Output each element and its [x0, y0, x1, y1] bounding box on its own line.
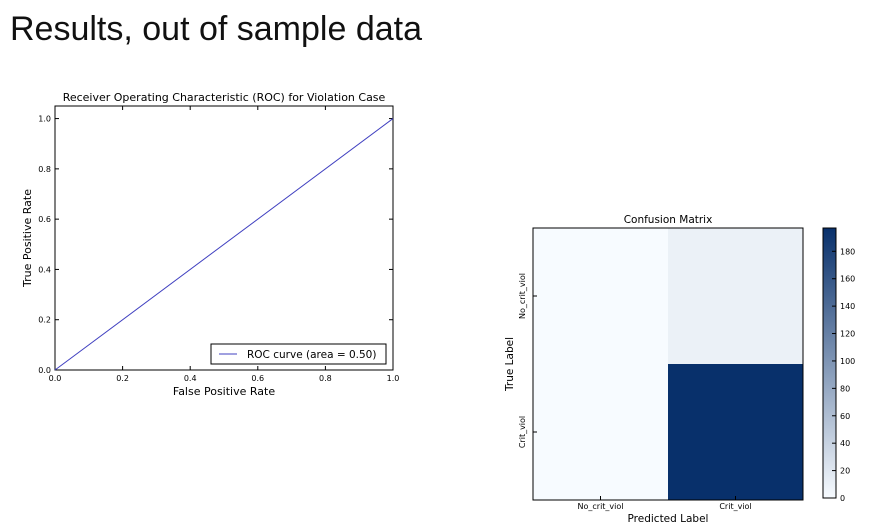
- roc-y-tick-label: 0.0: [38, 366, 51, 375]
- roc-chart-title: Receiver Operating Characteristic (ROC) …: [63, 91, 386, 104]
- roc-x-tick-label: 0.6: [251, 374, 264, 383]
- roc-legend-label: ROC curve (area = 0.50): [247, 349, 376, 361]
- roc-y-tick-label: 1.0: [38, 115, 51, 124]
- confusion-matrix-ticks: No_crit_viol Crit_viol No_crit_viol Crit_vi…: [518, 273, 752, 511]
- confusion-matrix-cell: [668, 228, 803, 364]
- roc-x-tick-label: 1.0: [387, 374, 400, 383]
- colorbar-tick-label: 180: [840, 247, 855, 256]
- roc-curve-line: [54, 118, 394, 371]
- colorbar-tick-label: 100: [840, 357, 855, 366]
- confusion-matrix-title: Confusion Matrix: [624, 214, 713, 226]
- roc-x-tick-label: 0.2: [116, 374, 129, 383]
- colorbar-tick-label: 20: [840, 467, 850, 476]
- colorbar-tick-label: 60: [840, 412, 850, 421]
- roc-plot-frame: [54, 105, 394, 371]
- confusion-matrix-x-tick-label: No_crit_viol: [578, 502, 624, 511]
- confusion-matrix-cells: [532, 227, 804, 501]
- roc-axes: 0.0 0.2 0.4 0.6 0.8 1.0 0.0 0.2 0.4 0.6 0.8 1.0: [38, 105, 400, 383]
- confusion-matrix-chart: Confusion Matrix No_crit_viol Crit_violNo…: [504, 214, 855, 525]
- roc-y-tick-label: 0.6: [38, 215, 51, 224]
- confusion-matrix-x-axis-label: Predicted Label: [628, 513, 709, 525]
- roc-legend-box: [210, 343, 387, 365]
- colorbar-tick-label: 140: [840, 302, 855, 311]
- colorbar-tick-label: 40: [840, 439, 850, 448]
- roc-legend: ROC curve (area = 0.50): [210, 343, 387, 365]
- colorbar-tick-label: 120: [840, 330, 855, 339]
- confusion-matrix-y-tick-label: Crit_viol: [518, 416, 527, 448]
- confusion-matrix-cell: [533, 228, 668, 364]
- colorbar-tick-label: 0: [840, 494, 845, 503]
- roc-chart: Receiver Operating Characteristic (ROC) …: [21, 91, 400, 398]
- colorbar: 0 20 40 60 80 100 120 140 160 180: [822, 227, 855, 503]
- slide-title: Results, out of sample data: [10, 10, 423, 48]
- roc-x-tick-label: 0.8: [319, 374, 332, 383]
- colorbar-tick-label: 80: [840, 384, 850, 393]
- confusion-matrix-frame: [532, 227, 804, 501]
- roc-x-tick-label: 0.0: [49, 374, 62, 383]
- colorbar-tick-label: 160: [840, 275, 855, 284]
- confusion-matrix-y-axis-label: True Label: [504, 337, 516, 392]
- roc-y-tick-label: 0.2: [38, 316, 51, 325]
- confusion-matrix-cell: [533, 364, 668, 500]
- confusion-matrix-x-tick-label: Crit_viol: [719, 502, 751, 511]
- colorbar-gradient: [822, 227, 837, 499]
- roc-y-tick-label: 0.4: [38, 265, 51, 274]
- confusion-matrix-cell: [668, 364, 803, 500]
- roc-y-tick-label: 0.8: [38, 165, 51, 174]
- confusion-matrix-y-tick-label: No_crit_viol: [518, 273, 527, 319]
- roc-y-axis-label: True Positive Rate: [21, 189, 34, 288]
- roc-x-axis-label: False Positive Rate: [173, 385, 275, 398]
- roc-x-tick-label: 0.4: [184, 374, 197, 383]
